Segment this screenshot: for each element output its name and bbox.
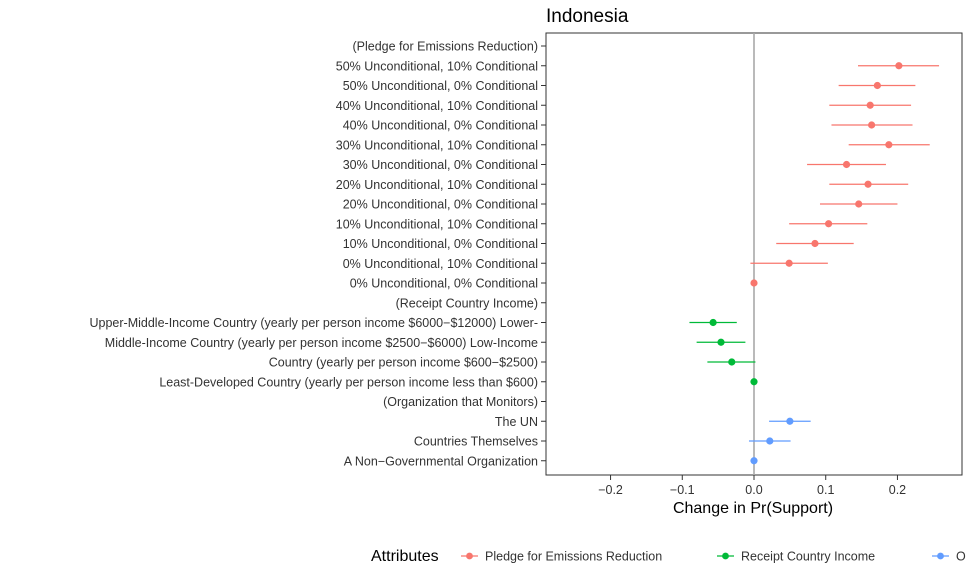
estimate-point bbox=[824, 220, 833, 228]
estimate-point bbox=[786, 417, 794, 425]
estimate-point bbox=[717, 338, 725, 346]
y-tick-label: (Pledge for Emissions Reduction) bbox=[353, 40, 539, 54]
x-axis: −0.2 −0.1 0.0 0.1 0.2 bbox=[598, 475, 906, 497]
x-tick-label: −0.1 bbox=[670, 483, 695, 497]
y-axis-labels: (Pledge for Emissions Reduction) 50% Unco… bbox=[90, 40, 546, 468]
estimate-point bbox=[855, 200, 863, 208]
estimate-point bbox=[873, 81, 881, 90]
estimate-point bbox=[868, 121, 876, 129]
x-axis-title: Change in Pr(Support) bbox=[673, 500, 833, 517]
legend-entry-label: Pledge for Emissions Reduction bbox=[485, 550, 662, 564]
x-tick-label: 0.1 bbox=[817, 483, 834, 497]
y-tick-label: 10% Unconditional, 10% Conditional bbox=[336, 217, 538, 231]
y-tick-label: Country (yearly per person income $600−$… bbox=[269, 356, 538, 370]
x-tick-label: 0.0 bbox=[745, 483, 762, 497]
y-tick-label: 50% Unconditional, 10% Conditional bbox=[336, 59, 538, 73]
estimate-point bbox=[895, 62, 903, 70]
legend-key-point bbox=[466, 552, 473, 560]
y-tick-label: Least-Developed Country (yearly per pers… bbox=[159, 375, 538, 389]
y-tick-label: (Organization that Monitors) bbox=[383, 395, 538, 409]
x-tick-label: −0.2 bbox=[598, 483, 623, 497]
y-tick-label: 40% Unconditional, 10% Conditional bbox=[336, 99, 538, 113]
estimate-point bbox=[864, 180, 872, 188]
y-tick-label: 20% Unconditional, 0% Conditional bbox=[343, 198, 538, 212]
y-tick-label: 40% Unconditional, 0% Conditional bbox=[343, 119, 538, 133]
estimate-point bbox=[750, 457, 758, 465]
y-tick-label: Upper-Middle-Income Country (yearly per … bbox=[90, 316, 539, 330]
legend-key-point bbox=[937, 552, 944, 560]
y-tick-label: 10% Unconditional, 0% Conditional bbox=[343, 237, 538, 251]
y-tick-label: A Non−Governmental Organization bbox=[344, 454, 538, 468]
y-tick-label: 0% Unconditional, 10% Conditional bbox=[343, 257, 538, 271]
estimate-point bbox=[750, 378, 758, 386]
estimate-point bbox=[728, 358, 736, 366]
estimate-point bbox=[811, 239, 819, 248]
y-tick-label: 0% Unconditional, 0% Conditional bbox=[350, 277, 538, 291]
legend-title: Attributes bbox=[371, 548, 439, 565]
y-tick-label: The UN bbox=[495, 415, 538, 429]
y-tick-label: Middle-Income Country (yearly per person… bbox=[105, 336, 538, 350]
y-tick-label: 20% Unconditional, 10% Conditional bbox=[336, 178, 538, 192]
estimate-point bbox=[885, 141, 893, 149]
legend-entry-label: O bbox=[956, 550, 966, 564]
chart-title: Indonesia bbox=[546, 6, 629, 27]
legend: Attributes Pledge for Emissions Reduction… bbox=[371, 548, 966, 565]
y-tick-label: 50% Unconditional, 0% Conditional bbox=[343, 79, 538, 93]
plot-panel bbox=[545, 32, 963, 476]
estimate-point bbox=[866, 101, 874, 109]
y-tick-label: 30% Unconditional, 0% Conditional bbox=[343, 158, 538, 172]
estimate-point bbox=[709, 318, 717, 327]
estimate-point bbox=[842, 160, 851, 169]
legend-entry-label: Receipt Country Income bbox=[741, 550, 875, 564]
legend-key-point bbox=[722, 552, 729, 560]
x-tick-label: 0.2 bbox=[889, 483, 906, 497]
y-tick-label: (Receipt Country Income) bbox=[396, 296, 538, 310]
y-tick-label: Countries Themselves bbox=[414, 435, 538, 449]
y-tick-label: 30% Unconditional, 10% Conditional bbox=[336, 138, 538, 152]
estimate-point bbox=[766, 437, 774, 445]
estimate-point bbox=[750, 279, 758, 287]
estimate-point bbox=[785, 259, 793, 267]
